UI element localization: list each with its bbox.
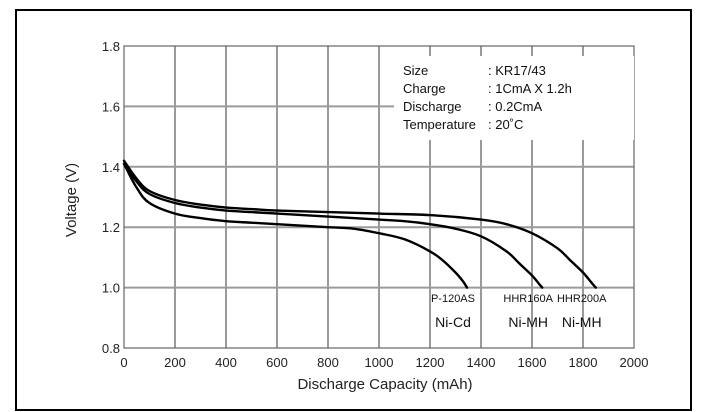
series-line <box>122 162 469 289</box>
series-labels: P-120AS Ni-Cd HHR160A Ni-MH HHR200A Ni-MH <box>431 293 607 330</box>
x-tick-label: 0 <box>120 355 127 370</box>
series-chemistry-label: Ni-MH <box>508 314 548 330</box>
x-tick-label: 800 <box>317 355 339 370</box>
x-tick-label: 1000 <box>365 355 394 370</box>
condition-value: : 20˚C <box>488 117 523 132</box>
x-tick-label: 400 <box>215 355 237 370</box>
series-line <box>122 162 544 289</box>
plot-area-border <box>123 45 635 349</box>
conditions-background <box>394 56 634 140</box>
y-tick-label: 1.8 <box>102 39 120 54</box>
condition-label: Size <box>403 63 428 78</box>
y-tick-label: 1.2 <box>102 220 120 235</box>
y-axis-ticks: 0.8 1.0 1.2 1.4 1.6 1.8 <box>102 39 120 356</box>
x-axis-label: Discharge Capacity (mAh) <box>297 376 472 393</box>
x-tick-label: 2000 <box>620 355 649 370</box>
condition-label: Temperature <box>403 117 476 132</box>
x-tick-label: 1600 <box>518 355 547 370</box>
condition-value: : 1CmA X 1.2h <box>488 81 572 96</box>
outer-frame <box>15 9 692 411</box>
test-conditions-box: Size : KR17/43 Charge : 1CmA X 1.2h Discharg… <box>394 56 634 140</box>
series-model-label: P-120AS <box>431 293 475 305</box>
x-tick-label: 200 <box>164 355 186 370</box>
y-tick-label: 0.8 <box>102 341 120 356</box>
condition-label: Discharge <box>403 99 462 114</box>
condition-label: Charge <box>403 81 446 96</box>
x-tick-label: 600 <box>266 355 288 370</box>
series-chemistry-label: Ni-MH <box>562 314 602 330</box>
series-chemistry-label: Ni-Cd <box>435 314 471 330</box>
y-tick-label: 1.6 <box>102 99 120 114</box>
series-lines <box>122 159 597 289</box>
x-axis-ticks: 0 200 400 600 800 1000 1200 1400 1600 1800 2000 <box>120 355 648 370</box>
y-axis-label: Voltage (V) <box>63 163 80 237</box>
condition-value: : 0.2CmA <box>488 99 543 114</box>
x-tick-label: 1200 <box>416 355 445 370</box>
series-line <box>122 159 597 289</box>
series-model-label: HHR200A <box>557 293 607 305</box>
grid <box>124 46 634 348</box>
condition-value: : KR17/43 <box>488 63 546 78</box>
y-tick-label: 1.4 <box>102 160 120 175</box>
x-tick-label: 1800 <box>569 355 598 370</box>
series-model-label: HHR160A <box>503 293 553 305</box>
y-tick-label: 1.0 <box>102 281 120 296</box>
x-tick-label: 1400 <box>467 355 496 370</box>
